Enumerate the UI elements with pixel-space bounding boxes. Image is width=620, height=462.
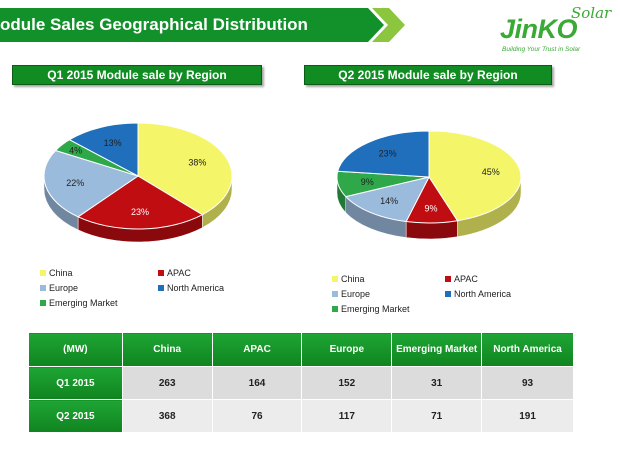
q1-chart-title: Q1 2015 Module sale by Region — [12, 65, 262, 85]
pie-slice-apac — [77, 175, 204, 230]
jinko-logo: JinKO Solar Building Your Trust in Solar — [496, 4, 614, 58]
table-row: Q2 2015 368 76 117 71 191 — [28, 399, 574, 433]
table-cell: 263 — [121, 366, 213, 400]
q2-chart-title: Q2 2015 Module sale by Region — [304, 65, 552, 85]
legend-item-emerging: Emerging Market — [40, 298, 118, 308]
row-label: Q2 2015 — [28, 399, 123, 433]
legend-item-china: China — [40, 268, 73, 278]
page-title: odule Sales Geographical Distribution — [0, 15, 308, 34]
legend-label: China — [341, 274, 365, 284]
legend-swatch-apac — [445, 276, 451, 282]
legend-item-europe: Europe — [332, 289, 370, 299]
logo-wordmark: JinKO — [500, 14, 578, 44]
q1-legend: China APAC Europe North America Emerging… — [40, 268, 280, 313]
logo-tagline: Building Your Trust in Solar — [502, 46, 581, 53]
legend-swatch-apac — [158, 270, 164, 276]
legend-swatch-china — [40, 270, 46, 276]
table-cell: 31 — [391, 366, 483, 400]
legend-item-north-america: North America — [445, 289, 511, 299]
table-header-row: (MW) China APAC Europe Emerging Market N… — [28, 332, 574, 367]
table-header: North America — [481, 332, 574, 367]
legend-swatch-china — [332, 276, 338, 282]
legend-swatch-emerging — [332, 306, 338, 312]
legend-label: Emerging Market — [49, 298, 118, 308]
pie-data-label: 23% — [131, 207, 149, 217]
legend-swatch-north-america — [158, 285, 164, 291]
logo-solar-text: Solar — [571, 4, 612, 22]
row-label: Q1 2015 — [28, 366, 123, 400]
table-cell: 71 — [391, 399, 483, 433]
table-header: Emerging Market — [391, 332, 483, 367]
pie-slice-china — [428, 130, 522, 222]
pie-slice-europe — [344, 176, 430, 223]
table-cell: 191 — [481, 399, 574, 433]
table-cell: 117 — [301, 399, 393, 433]
legend-label: Emerging Market — [341, 304, 410, 314]
table-cell: 93 — [481, 366, 574, 400]
legend-label: APAC — [167, 268, 191, 278]
pie-data-label: 22% — [66, 178, 84, 188]
pie-data-label: 9% — [424, 203, 437, 213]
q2-legend: China APAC Europe North America Emerging… — [332, 274, 572, 319]
table-row: Q1 2015 263 164 152 31 93 — [28, 366, 574, 400]
table-header: (MW) — [28, 332, 123, 367]
pie-data-label: 45% — [482, 167, 500, 177]
legend-item-north-america: North America — [158, 283, 224, 293]
pie-slice-north-america — [68, 122, 139, 177]
legend-item-apac: APAC — [158, 268, 191, 278]
pie-data-label: 14% — [380, 196, 398, 206]
pie-data-label: 9% — [361, 177, 374, 187]
legend-swatch-europe — [332, 291, 338, 297]
table-cell: 76 — [211, 399, 303, 433]
pie-data-label: 38% — [188, 158, 206, 168]
legend-swatch-europe — [40, 285, 46, 291]
legend-item-apac: APAC — [445, 274, 478, 284]
legend-item-emerging: Emerging Market — [332, 304, 410, 314]
table-cell: 152 — [301, 366, 393, 400]
pie-slice-europe — [43, 149, 140, 218]
pie-data-label: 4% — [69, 145, 82, 155]
legend-label: North America — [454, 289, 512, 299]
pie-slice-north-america — [337, 130, 430, 178]
sales-table: (MW) China APAC Europe Emerging Market N… — [28, 332, 574, 433]
legend-label: Europe — [49, 283, 79, 293]
pie-data-label: 13% — [104, 138, 122, 148]
legend-label: Europe — [341, 289, 371, 299]
table-header: Europe — [301, 332, 393, 367]
pie-data-label: 23% — [379, 149, 397, 159]
table-cell: 368 — [121, 399, 213, 433]
table-cell: 164 — [211, 366, 303, 400]
legend-label: China — [49, 268, 73, 278]
legend-item-china: China — [332, 274, 365, 284]
table-header: APAC — [211, 332, 303, 367]
title-banner-shape — [0, 8, 405, 42]
legend-label: APAC — [454, 274, 478, 284]
table-header: China — [121, 332, 213, 367]
title-banner: odule Sales Geographical Distribution — [0, 8, 405, 42]
legend-item-europe: Europe — [40, 283, 78, 293]
legend-swatch-emerging — [40, 300, 46, 306]
q2-pie-chart: 45% 9% 14% 9% 23% — [336, 130, 522, 240]
q1-pie-chart: 38% 23% 22% 4% 13% — [43, 122, 233, 243]
pie-slice-china — [137, 122, 233, 216]
legend-label: North America — [167, 283, 225, 293]
legend-swatch-north-america — [445, 291, 451, 297]
